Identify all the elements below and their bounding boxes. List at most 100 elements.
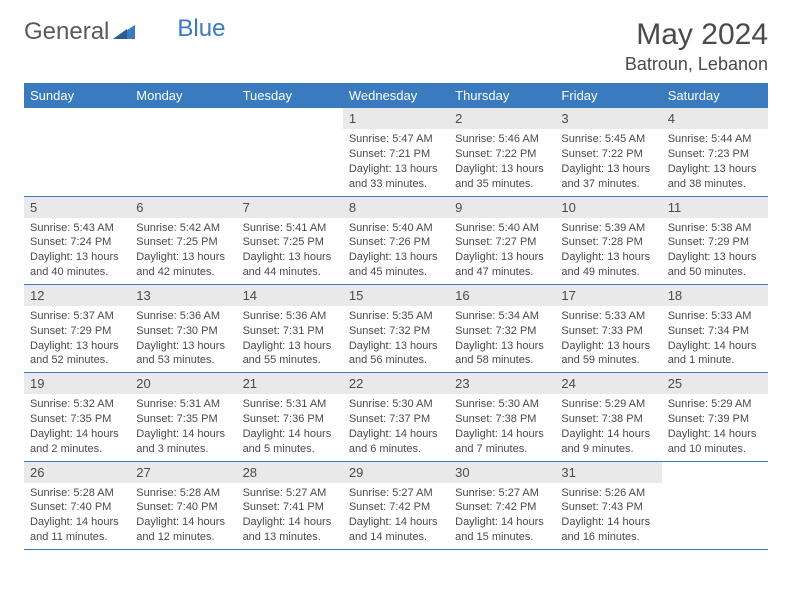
sunrise-text: Sunrise: 5:27 AM [349,486,443,501]
day-number: 29 [343,462,449,483]
day-number: 21 [237,373,343,394]
calendar-day-cell: 28Sunrise: 5:27 AMSunset: 7:41 PMDayligh… [237,461,343,549]
day-number: 7 [237,197,343,218]
sunset-text: Sunset: 7:42 PM [455,500,549,515]
sunset-text: Sunset: 7:38 PM [455,412,549,427]
calendar-day-cell: 11Sunrise: 5:38 AMSunset: 7:29 PMDayligh… [662,196,768,284]
day-details: Sunrise: 5:42 AMSunset: 7:25 PMDaylight:… [130,218,236,284]
day-number: 9 [449,197,555,218]
day-number: 11 [662,197,768,218]
day-number: 12 [24,285,130,306]
day-details: Sunrise: 5:33 AMSunset: 7:34 PMDaylight:… [662,306,768,372]
day-details: Sunrise: 5:38 AMSunset: 7:29 PMDaylight:… [662,218,768,284]
sunset-text: Sunset: 7:24 PM [30,235,124,250]
sunset-text: Sunset: 7:40 PM [136,500,230,515]
calendar-week-row: 26Sunrise: 5:28 AMSunset: 7:40 PMDayligh… [24,461,768,549]
calendar-day-cell: 12Sunrise: 5:37 AMSunset: 7:29 PMDayligh… [24,284,130,372]
day-details: Sunrise: 5:35 AMSunset: 7:32 PMDaylight:… [343,306,449,372]
weekday-header: Friday [555,83,661,108]
day-number: 10 [555,197,661,218]
sunset-text: Sunset: 7:32 PM [349,324,443,339]
daylight-text: Daylight: 14 hours and 6 minutes. [349,427,443,457]
sunset-text: Sunset: 7:39 PM [668,412,762,427]
sunset-text: Sunset: 7:32 PM [455,324,549,339]
calendar-day-cell: 19Sunrise: 5:32 AMSunset: 7:35 PMDayligh… [24,373,130,461]
calendar-day-cell: 9 Sunrise: 5:40 AMSunset: 7:27 PMDaylight… [449,196,555,284]
daylight-text: Daylight: 14 hours and 14 minutes. [349,515,443,545]
calendar-day-cell: .. [24,108,130,196]
day-number: 25 [662,373,768,394]
sunrise-text: Sunrise: 5:41 AM [243,221,337,236]
sunset-text: Sunset: 7:35 PM [30,412,124,427]
brand-triangle-icon [113,18,135,46]
day-details: Sunrise: 5:40 AMSunset: 7:26 PMDaylight:… [343,218,449,284]
sunrise-text: Sunrise: 5:33 AM [561,309,655,324]
calendar-day-cell: 6Sunrise: 5:42 AMSunset: 7:25 PMDaylight… [130,196,236,284]
weekday-header: Wednesday [343,83,449,108]
daylight-text: Daylight: 14 hours and 1 minute. [668,339,762,369]
calendar-week-row: ......1Sunrise: 5:47 AMSunset: 7:21 PMDa… [24,108,768,196]
day-details: Sunrise: 5:46 AMSunset: 7:22 PMDaylight:… [449,129,555,195]
sunset-text: Sunset: 7:35 PM [136,412,230,427]
calendar-week-row: 19Sunrise: 5:32 AMSunset: 7:35 PMDayligh… [24,373,768,461]
brand-logo: General Blue [24,18,225,46]
weekday-header: Monday [130,83,236,108]
day-details: Sunrise: 5:32 AMSunset: 7:35 PMDaylight:… [24,394,130,460]
day-details: Sunrise: 5:28 AMSunset: 7:40 PMDaylight:… [130,483,236,549]
calendar-table: SundayMondayTuesdayWednesdayThursdayFrid… [24,83,768,550]
sunrise-text: Sunrise: 5:42 AM [136,221,230,236]
day-details: Sunrise: 5:39 AMSunset: 7:28 PMDaylight:… [555,218,661,284]
day-number: 1 [343,108,449,129]
calendar-day-cell: 4Sunrise: 5:44 AMSunset: 7:23 PMDaylight… [662,108,768,196]
day-number: 5 [24,197,130,218]
day-number: 26 [24,462,130,483]
day-details: Sunrise: 5:27 AMSunset: 7:42 PMDaylight:… [449,483,555,549]
sunrise-text: Sunrise: 5:33 AM [668,309,762,324]
sunset-text: Sunset: 7:34 PM [668,324,762,339]
day-details: Sunrise: 5:43 AMSunset: 7:24 PMDaylight:… [24,218,130,284]
calendar-day-cell: 3Sunrise: 5:45 AMSunset: 7:22 PMDaylight… [555,108,661,196]
sunrise-text: Sunrise: 5:34 AM [455,309,549,324]
sunset-text: Sunset: 7:31 PM [243,324,337,339]
calendar-day-cell: 17Sunrise: 5:33 AMSunset: 7:33 PMDayligh… [555,284,661,372]
day-details: Sunrise: 5:41 AMSunset: 7:25 PMDaylight:… [237,218,343,284]
sunrise-text: Sunrise: 5:40 AM [455,221,549,236]
sunrise-text: Sunrise: 5:35 AM [349,309,443,324]
daylight-text: Daylight: 14 hours and 3 minutes. [136,427,230,457]
day-details: Sunrise: 5:33 AMSunset: 7:33 PMDaylight:… [555,306,661,372]
sunrise-text: Sunrise: 5:44 AM [668,132,762,147]
sunset-text: Sunset: 7:42 PM [349,500,443,515]
day-details: Sunrise: 5:31 AMSunset: 7:36 PMDaylight:… [237,394,343,460]
day-number: 3 [555,108,661,129]
calendar-day-cell: 10Sunrise: 5:39 AMSunset: 7:28 PMDayligh… [555,196,661,284]
daylight-text: Daylight: 13 hours and 56 minutes. [349,339,443,369]
daylight-text: Daylight: 13 hours and 35 minutes. [455,162,549,192]
day-details: Sunrise: 5:44 AMSunset: 7:23 PMDaylight:… [662,129,768,195]
sunset-text: Sunset: 7:27 PM [455,235,549,250]
day-number: 17 [555,285,661,306]
day-number: 22 [343,373,449,394]
sunrise-text: Sunrise: 5:32 AM [30,397,124,412]
sunrise-text: Sunrise: 5:29 AM [668,397,762,412]
day-details: Sunrise: 5:29 AMSunset: 7:38 PMDaylight:… [555,394,661,460]
day-number: 8 [343,197,449,218]
day-number: 16 [449,285,555,306]
daylight-text: Daylight: 14 hours and 9 minutes. [561,427,655,457]
day-number: 15 [343,285,449,306]
daylight-text: Daylight: 14 hours and 5 minutes. [243,427,337,457]
day-details: Sunrise: 5:27 AMSunset: 7:41 PMDaylight:… [237,483,343,549]
day-number: 20 [130,373,236,394]
brand-part2: Blue [177,15,225,43]
daylight-text: Daylight: 14 hours and 15 minutes. [455,515,549,545]
location-label: Batroun, Lebanon [625,54,768,75]
calendar-day-cell: 13Sunrise: 5:36 AMSunset: 7:30 PMDayligh… [130,284,236,372]
calendar-week-row: 5Sunrise: 5:43 AMSunset: 7:24 PMDaylight… [24,196,768,284]
day-details: Sunrise: 5:36 AMSunset: 7:31 PMDaylight:… [237,306,343,372]
calendar-day-cell: 24Sunrise: 5:29 AMSunset: 7:38 PMDayligh… [555,373,661,461]
sunrise-text: Sunrise: 5:46 AM [455,132,549,147]
sunrise-text: Sunrise: 5:26 AM [561,486,655,501]
sunrise-text: Sunrise: 5:27 AM [243,486,337,501]
sunrise-text: Sunrise: 5:43 AM [30,221,124,236]
day-details: Sunrise: 5:45 AMSunset: 7:22 PMDaylight:… [555,129,661,195]
daylight-text: Daylight: 13 hours and 47 minutes. [455,250,549,280]
